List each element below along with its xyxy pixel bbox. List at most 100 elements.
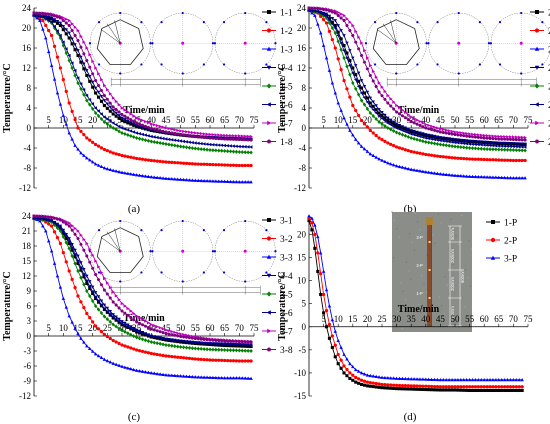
data-point-2-4: [321, 11, 326, 16]
data-point-1-8: [108, 101, 112, 105]
data-point-1-6: [35, 14, 39, 18]
data-point-3-6: [222, 342, 227, 346]
data-point-3-6: [105, 309, 109, 314]
data-point-1-P: [447, 388, 451, 392]
data-point-1-7: [226, 133, 230, 138]
data-point-1-2: [137, 157, 142, 161]
data-point-3-8: [41, 215, 45, 218]
data-point-2-3: [476, 174, 481, 179]
data-point-2-P: [392, 383, 396, 387]
data-point-2-6: [458, 141, 463, 145]
data-point-3-P: [462, 377, 466, 382]
data-point-2-4: [336, 24, 340, 28]
data-point-3-8: [152, 328, 156, 332]
data-point-1-3: [208, 179, 212, 183]
series-2-3: [307, 8, 527, 180]
data-point-2-7: [412, 116, 416, 121]
data-point-1-6: [93, 106, 97, 110]
data-point-3-6: [38, 217, 42, 221]
data-point-2-2: [342, 78, 346, 83]
data-point-3-8: [70, 228, 74, 232]
data-point-1-P: [444, 388, 448, 392]
data-point-3-3: [99, 355, 104, 360]
data-point-1-7: [249, 134, 253, 139]
data-point-2-7: [497, 134, 501, 139]
x-tick-label: 30: [392, 115, 402, 125]
data-point-3-5: [231, 348, 236, 353]
legend-marker: [535, 10, 539, 14]
data-point-2-P: [394, 383, 399, 388]
schematic-probe: [425, 42, 428, 45]
data-point-3-4: [61, 228, 66, 233]
data-point-1-P: [435, 388, 440, 392]
schematic-center-probe: [181, 249, 185, 253]
data-point-3-P: [394, 376, 399, 380]
data-point-1-2: [246, 163, 250, 168]
data-point-2-7: [389, 97, 393, 101]
data-point-1-3: [205, 179, 209, 183]
data-point-3-4: [120, 320, 124, 324]
data-point-2-8: [424, 126, 428, 130]
data-point-1-P: [386, 386, 390, 390]
data-point-3-5: [140, 337, 145, 342]
data-point-3-7: [111, 290, 116, 294]
data-point-1-6: [228, 144, 232, 148]
data-point-3-7: [147, 321, 151, 325]
schematic-probe: [416, 63, 419, 66]
data-point-3-2: [126, 345, 130, 349]
data-point-1-1: [67, 36, 71, 40]
schematic-probe: [457, 11, 460, 15]
data-point-1-8: [120, 113, 124, 116]
data-point-2-4: [412, 129, 416, 134]
data-point-2-8: [488, 136, 492, 140]
data-point-3-P: [467, 377, 472, 382]
data-point-2-2: [430, 153, 434, 157]
data-point-1-6: [196, 141, 200, 146]
inset-schematic: [88, 11, 277, 87]
data-point-3-8: [143, 324, 148, 328]
data-point-3-3: [76, 331, 80, 335]
data-point-3-3: [61, 296, 66, 300]
data-point-1-2: [220, 163, 224, 167]
x-tick-label: 20: [363, 115, 373, 125]
data-point-1-6: [140, 132, 144, 137]
x-axis-label: Time/min: [398, 105, 440, 116]
data-point-2-3: [511, 176, 516, 180]
data-point-3-P: [520, 377, 524, 382]
x-tick-label: 75: [250, 115, 260, 125]
data-point-3-4: [58, 224, 63, 228]
y-tick-label: 4: [27, 103, 32, 113]
legend-entry-1-6: 1-6: [262, 101, 293, 111]
data-point-2-5: [409, 135, 413, 141]
schematic-probe: [520, 11, 523, 15]
data-point-3-7: [105, 281, 110, 285]
data-point-1-6: [40, 15, 45, 19]
data-point-2-3: [377, 157, 381, 161]
data-point-1-8: [55, 15, 60, 19]
data-point-1-5: [82, 92, 86, 97]
data-point-1-2: [179, 161, 183, 165]
photo-dimension-label: 2-P: [416, 263, 423, 268]
data-point-2-4: [500, 141, 504, 145]
data-point-2-P: [386, 383, 390, 387]
data-point-3-3: [158, 372, 162, 376]
data-point-2-6: [380, 116, 384, 121]
data-point-3-6: [167, 337, 171, 342]
data-point-1-7: [105, 87, 110, 92]
data-point-3-6: [99, 302, 103, 307]
data-point-1-8: [155, 128, 159, 132]
data-point-1-P: [310, 228, 314, 232]
data-point-2-7: [514, 135, 519, 139]
data-point-2-6: [476, 142, 480, 147]
schematic-center-probe: [519, 41, 523, 45]
data-point-1-P: [506, 388, 510, 393]
legend-label: 3-3: [280, 254, 293, 264]
data-point-1-8: [46, 13, 51, 16]
data-point-1-7: [240, 134, 245, 138]
data-point-1-3: [220, 179, 224, 183]
data-point-2-3: [359, 144, 364, 148]
data-point-3-5: [117, 326, 121, 331]
data-point-2-7: [403, 110, 408, 115]
data-point-1-P: [319, 292, 323, 297]
data-point-3-4: [126, 323, 130, 327]
